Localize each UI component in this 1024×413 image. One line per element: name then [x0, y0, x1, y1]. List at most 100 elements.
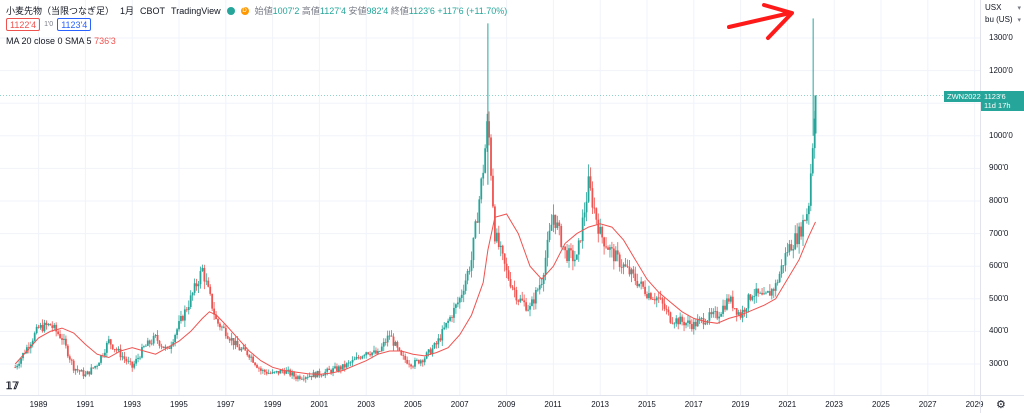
candle-body	[556, 222, 559, 228]
candle-body	[679, 316, 682, 325]
candle-body	[195, 283, 198, 287]
candle-body	[111, 344, 114, 350]
candle-body	[334, 366, 336, 369]
candle-body	[494, 206, 496, 242]
candle-body	[390, 335, 393, 337]
candle-body	[392, 336, 395, 346]
candle-body	[357, 356, 360, 358]
candle-body	[353, 359, 356, 361]
candle-body	[474, 221, 477, 238]
candle-body	[568, 248, 570, 262]
candle-body	[16, 365, 19, 368]
time-tick-label: 2027	[918, 400, 937, 409]
annotation-arrow-shaft	[727, 11, 792, 29]
candle-body	[462, 290, 465, 295]
candle-body	[476, 221, 479, 223]
candle-body	[164, 346, 167, 349]
chart-plot-area[interactable]: 小麦先物（当限つなぎ足） 1月 CBOT TradingView D 始値100…	[0, 0, 980, 395]
candle-body	[369, 354, 372, 356]
candle-body	[753, 296, 756, 297]
candle-body	[287, 369, 290, 371]
candle-body	[689, 320, 691, 324]
candle-body	[197, 284, 200, 287]
candle-body	[191, 292, 194, 296]
candle-body	[718, 316, 721, 319]
candle-body	[589, 176, 592, 189]
candle-body	[59, 334, 61, 339]
candle-body	[330, 369, 333, 373]
chevron-down-icon[interactable]: ▾	[1017, 17, 1021, 24]
candle-body	[226, 336, 229, 339]
candle-body	[104, 352, 106, 356]
candle-body	[174, 335, 177, 343]
sell-button[interactable]: 1122'4	[6, 18, 41, 31]
candle-body	[729, 296, 732, 302]
close-value: 1123'6	[408, 6, 435, 16]
time-tick-label: 2021	[778, 400, 797, 409]
candle-body	[41, 324, 44, 332]
candle-body	[382, 342, 385, 347]
candle-body	[712, 311, 715, 315]
candle-body	[550, 224, 553, 231]
candle-body	[603, 237, 606, 247]
candle-body	[720, 313, 723, 317]
candle-body	[726, 298, 728, 310]
candle-body	[267, 372, 270, 374]
candle-body	[263, 369, 266, 372]
candle-body	[414, 360, 416, 367]
buy-button[interactable]: 1123'4	[57, 18, 92, 31]
currency-label[interactable]: USX	[985, 3, 1002, 12]
candle-body	[749, 294, 752, 300]
candle-body	[322, 375, 325, 377]
candle-body	[419, 360, 422, 364]
candle-body	[129, 360, 132, 362]
candle-body	[696, 319, 699, 327]
candle-body	[611, 247, 613, 249]
time-tick-label: 1999	[263, 400, 282, 409]
candle-body	[96, 365, 99, 367]
candle-body	[339, 366, 342, 370]
time-tick-label: 2001	[310, 400, 329, 409]
candle-body	[595, 208, 598, 220]
candle-body	[427, 349, 430, 353]
candle-body	[240, 348, 243, 351]
candle-body	[807, 205, 810, 215]
time-tick-label: 2007	[450, 400, 469, 409]
candle-body	[690, 323, 693, 330]
candle-body	[768, 291, 771, 296]
time-tick-label: 2013	[591, 400, 609, 409]
time-scale[interactable]: 1989 1991 1993 1995 1997 1999 2001 2003 2005 2007…	[0, 395, 983, 413]
chevron-down-icon[interactable]: ▾	[1017, 5, 1021, 12]
settings-corner[interactable]: ⚙	[980, 395, 1024, 413]
gear-icon[interactable]: ⚙	[996, 399, 1006, 411]
interval-label[interactable]: 1月	[120, 6, 135, 16]
symbol-title[interactable]: 小麦先物（当限つなぎ足）	[6, 6, 115, 16]
candle-body	[802, 220, 804, 237]
candle-body	[117, 348, 120, 351]
price-scale[interactable]: USX ▾ bu (US) ▾ 1300'01200'01100'01000'0…	[980, 0, 1024, 395]
ma-legend[interactable]: MA 20 close 0 SMA 5 736'3	[6, 36, 116, 46]
candle-body	[156, 334, 159, 341]
candle-body	[423, 358, 426, 363]
candle-body	[497, 232, 500, 248]
candle-body	[417, 359, 420, 364]
market-status-icon	[226, 6, 235, 15]
candle-body	[109, 339, 112, 345]
tradingview-logo-icon[interactable]: 𝟙𝟟	[6, 381, 19, 392]
candle-body	[605, 246, 607, 248]
candle-body	[612, 248, 615, 262]
candle-body	[74, 369, 77, 371]
candle-body	[365, 352, 368, 356]
candle-body	[560, 225, 563, 247]
candle-body	[486, 121, 489, 149]
candle-body	[443, 327, 446, 330]
candle-body	[675, 318, 678, 324]
candle-body	[336, 366, 338, 372]
time-tick-label: 2015	[638, 400, 656, 409]
price-tick-label: 500'0	[989, 293, 1009, 303]
unit-label[interactable]: bu (US)	[985, 15, 1013, 24]
candle-body	[449, 317, 451, 321]
candle-body	[31, 340, 34, 345]
candle-body	[552, 214, 555, 225]
candle-body	[201, 267, 204, 272]
